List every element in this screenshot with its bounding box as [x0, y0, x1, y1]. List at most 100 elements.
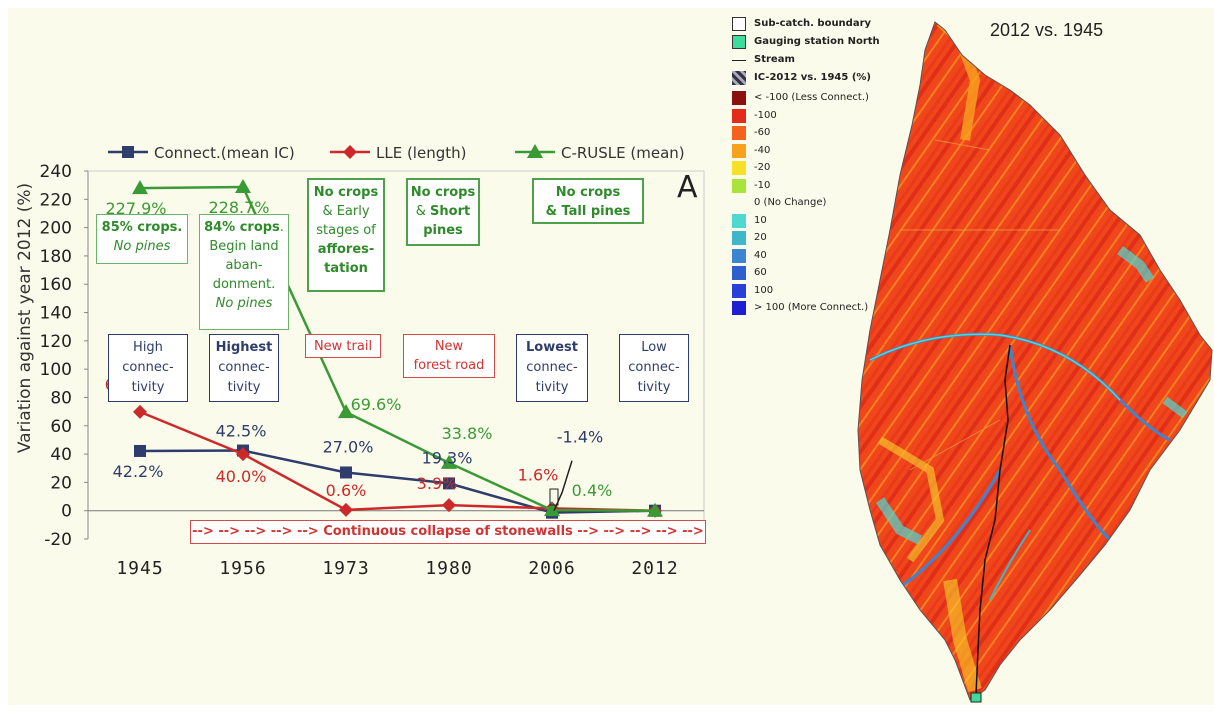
x-tick-label: 1973 — [322, 558, 369, 579]
annotation-line: aban- — [225, 258, 263, 273]
data-label: 228.7% — [208, 198, 269, 217]
annotation-line: forest road — [413, 358, 485, 373]
chart-axes: -20 0 20 40 60 80 100 120 140 160 180 200 220 240 1945… — [40, 162, 705, 579]
class-label: 40 — [754, 249, 767, 261]
data-point-triangle — [544, 502, 560, 517]
y-tick-label: 60 — [50, 417, 72, 437]
class-label: -60 — [754, 127, 771, 138]
connectivity-box: Low connec-tivity — [619, 334, 689, 402]
annotation-line: High — [133, 340, 163, 355]
annotation-line: No crops — [555, 185, 621, 200]
label-leader-box — [549, 488, 559, 506]
annotation-line: pines — [423, 223, 463, 238]
y-tick-label: 0 — [61, 502, 72, 522]
data-label: 27.0% — [323, 437, 374, 456]
class-swatch — [732, 248, 746, 263]
class-swatch — [732, 178, 746, 193]
class-swatch — [732, 91, 746, 105]
map-raster — [858, 22, 1212, 700]
data-label: 69.6% — [351, 395, 402, 414]
stream-swatch — [732, 60, 746, 61]
gauging-swatch — [732, 35, 746, 49]
annotation-line: No pines — [113, 239, 171, 254]
annotation-line: No pines — [215, 296, 273, 311]
green-annotation-box: No crops & Tall pines — [532, 178, 644, 224]
annotation-line: tivity — [131, 380, 165, 395]
y-tick-label: 120 — [40, 332, 72, 352]
gauging-label: Gauging station North — [754, 36, 880, 47]
annotation-line: 85% crops. — [101, 220, 183, 235]
data-point-square — [340, 466, 352, 479]
y-tick-label: 140 — [40, 304, 72, 324]
annotation-line: No crops — [313, 185, 379, 200]
series-line — [139, 410, 656, 512]
class-label: < -100 (Less Connect.) — [754, 92, 869, 103]
collapse-banner: --> --> --> --> --> Continuous collapse … — [190, 520, 706, 544]
y-tick-label: 40 — [50, 445, 72, 465]
class-swatch — [732, 143, 746, 158]
data-label: 1.6% — [518, 465, 559, 484]
data-label: 33.8% — [442, 424, 493, 443]
y-tick-label: -20 — [44, 530, 72, 550]
data-point-diamond — [236, 447, 250, 462]
y-tick-label: 20 — [50, 473, 72, 493]
class-label: -100 — [754, 109, 777, 121]
y-axis-label: Variation against year 2012 (%) — [15, 183, 35, 453]
data-label: 0.6% — [326, 481, 367, 500]
annotation-line: connec- — [218, 360, 270, 375]
annotation-line: connec- — [122, 360, 174, 375]
annotation-line: New trail — [313, 339, 373, 354]
class-swatch — [732, 126, 746, 140]
data-point-diamond — [442, 498, 456, 513]
chart-data-labels: 42.2%42.5%27.0%19.3%-1.4%69.8%40.0%0.6%3… — [105, 198, 612, 511]
stream-label: Stream — [754, 54, 795, 65]
legend-label: LLE (length) — [376, 144, 466, 162]
data-point-square — [443, 477, 455, 490]
ic-title: IC-2012 vs. 1945 (%) — [754, 72, 871, 83]
data-label: 42.2% — [113, 462, 164, 481]
sub-catchment-boundary — [857, 21, 1213, 701]
annotation-line: connec- — [628, 360, 680, 375]
class-label: -10 — [754, 179, 771, 191]
y-tick-label: 180 — [40, 247, 72, 267]
annotation-line: tivity — [535, 380, 569, 395]
annotation-line: Lowest — [526, 340, 578, 355]
y-tick-label: 200 — [40, 219, 72, 239]
boundary-swatch — [732, 17, 746, 31]
y-tick-label: 220 — [40, 190, 72, 210]
annotation-line: & Early — [322, 204, 370, 219]
x-tick-label: 1945 — [116, 558, 163, 579]
class-swatch — [732, 213, 746, 228]
data-label: -1.4% — [557, 428, 603, 447]
event-box: New trail — [305, 334, 381, 358]
data-point-square — [122, 146, 134, 158]
class-label: 100 — [754, 284, 774, 296]
series-line — [139, 185, 656, 512]
connectivity-box: High connec-tivity — [108, 334, 188, 402]
data-label: 227.9% — [105, 199, 166, 218]
annotation-line: tation — [324, 261, 368, 276]
data-point-diamond — [133, 404, 147, 419]
series-line — [139, 449, 656, 514]
x-tick-label: 1956 — [219, 558, 266, 579]
data-point-diamond — [343, 145, 357, 159]
annotation-line: New — [434, 339, 464, 354]
green-annotation-box: No crops & Early stages of affores-tation — [307, 178, 385, 292]
annotation-line: connec- — [526, 360, 578, 375]
annotation-line: tivity — [637, 380, 671, 395]
annotation-line: & Tall pines — [545, 204, 631, 219]
green-annotation-box: 85% crops. No pines — [96, 214, 188, 264]
data-point-square — [134, 444, 146, 457]
class-swatch — [732, 196, 746, 210]
y-tick-label: 240 — [40, 162, 72, 182]
annotation-line: & Short — [415, 204, 471, 219]
data-point-triangle — [132, 180, 148, 195]
class-swatch — [732, 301, 746, 315]
data-label: 19.3% — [422, 448, 473, 467]
green-annotation-box: 84% crops. Begin land aban-donment. No pine… — [199, 214, 289, 330]
class-swatch — [732, 161, 746, 175]
annotation-line: 84% crops. — [204, 220, 284, 235]
class-label: 0 (No Change) — [754, 197, 827, 208]
chart-series — [132, 178, 663, 519]
